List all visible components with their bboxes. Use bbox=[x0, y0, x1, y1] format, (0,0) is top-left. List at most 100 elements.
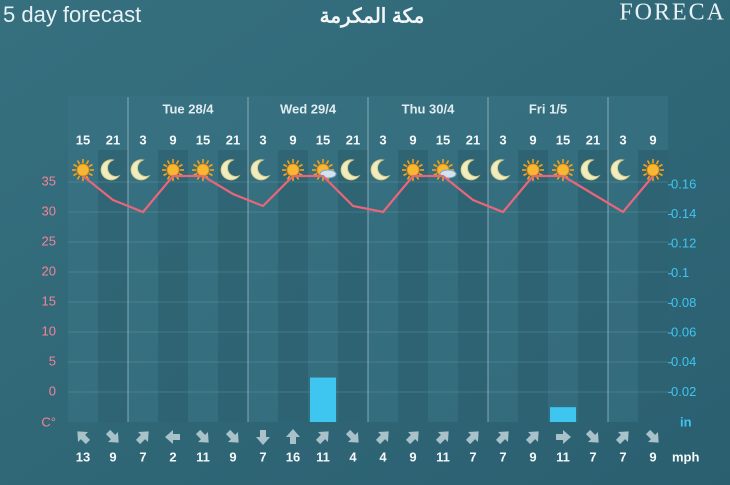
sun-disc bbox=[406, 163, 420, 177]
sun-ray bbox=[406, 175, 411, 180]
sun-icon bbox=[162, 159, 184, 181]
sun-ray bbox=[643, 172, 648, 177]
sun-ray bbox=[658, 163, 663, 168]
moon-icon bbox=[130, 159, 151, 181]
precip-bar bbox=[310, 377, 336, 422]
hour-label: 3 bbox=[259, 132, 266, 147]
sun-disc bbox=[166, 163, 180, 177]
y-tick-label: 25 bbox=[42, 233, 56, 248]
wind-speed: 2 bbox=[169, 449, 176, 464]
sun-ray bbox=[403, 163, 408, 168]
sun-ray bbox=[328, 163, 333, 168]
sun-icon bbox=[552, 159, 574, 181]
wind-arrow bbox=[465, 431, 479, 445]
hour-label: 9 bbox=[289, 132, 296, 147]
wind-speed: 9 bbox=[529, 449, 536, 464]
y-tick-label: 5 bbox=[49, 353, 56, 368]
sun-ray bbox=[418, 163, 423, 168]
y2-tick-label: 0.04 bbox=[671, 354, 696, 369]
sun-ray bbox=[643, 163, 648, 168]
column-shade bbox=[98, 150, 128, 422]
sun-ray bbox=[556, 160, 561, 165]
hour-label: 15 bbox=[76, 132, 90, 147]
wind-speed: 13 bbox=[76, 449, 90, 464]
wind-speed: 11 bbox=[436, 449, 450, 464]
wind-speed: 11 bbox=[556, 449, 570, 464]
sun-ray bbox=[283, 172, 288, 177]
y2-tick-label: 0.06 bbox=[671, 324, 696, 339]
wind-arrow bbox=[315, 431, 329, 445]
sun-ray bbox=[85, 160, 90, 165]
sun-ray bbox=[73, 163, 78, 168]
hour-label: 9 bbox=[409, 132, 416, 147]
y2-tick-label: 0.16 bbox=[671, 176, 696, 191]
y-tick-label: 35 bbox=[42, 173, 56, 188]
y-tick-label: 20 bbox=[42, 263, 56, 278]
y-tick-label: 10 bbox=[42, 323, 56, 338]
column-shade bbox=[518, 150, 548, 422]
hour-label: 15 bbox=[556, 132, 570, 147]
hour-label: 21 bbox=[586, 132, 600, 147]
hour-label: 15 bbox=[196, 132, 210, 147]
hour-label: 21 bbox=[226, 132, 240, 147]
sun-ray bbox=[76, 175, 81, 180]
column-shade bbox=[338, 150, 368, 422]
sun-ray bbox=[193, 163, 198, 168]
sun-ray bbox=[526, 175, 531, 180]
sun-ray bbox=[286, 160, 291, 165]
column-shade bbox=[458, 150, 488, 422]
y2-tick-label: 0.14 bbox=[671, 206, 696, 221]
sun-ray bbox=[655, 160, 660, 165]
y2-tick-label: 0.1 bbox=[671, 265, 689, 280]
sun-ray bbox=[565, 160, 570, 165]
sun-ray bbox=[646, 160, 651, 165]
y-tick-label: 0 bbox=[49, 383, 56, 398]
column-shade bbox=[278, 150, 308, 422]
column-shade bbox=[158, 150, 188, 422]
sun-ray bbox=[196, 160, 201, 165]
sun-disc bbox=[286, 163, 300, 177]
hour-label: 15 bbox=[316, 132, 330, 147]
city-name: مكة المكرمة bbox=[320, 5, 425, 28]
sun-ray bbox=[76, 160, 81, 165]
y-tick-label: 30 bbox=[42, 203, 56, 218]
moon-icon bbox=[220, 159, 241, 181]
sun-ray bbox=[436, 160, 441, 165]
sun-ray bbox=[433, 163, 438, 168]
wind-speed: 16 bbox=[286, 449, 300, 464]
sun-disc bbox=[196, 163, 210, 177]
moon-icon bbox=[100, 159, 121, 181]
wind-speed: 11 bbox=[196, 449, 210, 464]
sun-ray bbox=[313, 163, 318, 168]
sun-ray bbox=[175, 160, 180, 165]
wind-speed: 9 bbox=[409, 449, 416, 464]
sun-ray bbox=[568, 163, 573, 168]
y-tick-label: 15 bbox=[42, 293, 56, 308]
sun-disc bbox=[526, 163, 540, 177]
sun-ray bbox=[163, 172, 168, 177]
moon-icon bbox=[250, 159, 271, 181]
moon-icon bbox=[370, 159, 391, 181]
sun-ray bbox=[316, 160, 321, 165]
sun-ray bbox=[658, 172, 663, 177]
hour-label: 9 bbox=[649, 132, 656, 147]
sun-ray bbox=[448, 163, 453, 168]
hour-label: 3 bbox=[379, 132, 386, 147]
sun-ray bbox=[406, 160, 411, 165]
wind-unit: mph bbox=[672, 449, 700, 464]
sun-ray bbox=[415, 160, 420, 165]
hour-label: 3 bbox=[619, 132, 626, 147]
sun-ray bbox=[166, 175, 171, 180]
sun-ray bbox=[295, 160, 300, 165]
sun-ray bbox=[655, 175, 660, 180]
wind-speed: 11 bbox=[316, 449, 330, 464]
wind-arrow bbox=[195, 429, 209, 443]
wind-arrow bbox=[435, 431, 449, 445]
hour-label: 21 bbox=[346, 132, 360, 147]
hour-label: 9 bbox=[529, 132, 536, 147]
hour-label: 21 bbox=[106, 132, 120, 147]
sun-disc bbox=[556, 163, 570, 177]
sun-ray bbox=[568, 172, 573, 177]
